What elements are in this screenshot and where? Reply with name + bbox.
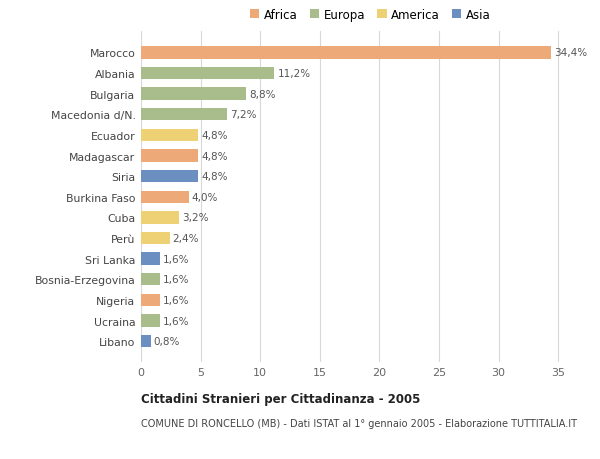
Text: 8,8%: 8,8% xyxy=(249,90,275,100)
Text: COMUNE DI RONCELLO (MB) - Dati ISTAT al 1° gennaio 2005 - Elaborazione TUTTITALI: COMUNE DI RONCELLO (MB) - Dati ISTAT al … xyxy=(141,418,577,428)
Bar xyxy=(141,274,160,286)
Bar xyxy=(141,68,274,80)
Bar xyxy=(141,335,151,347)
Text: 1,6%: 1,6% xyxy=(163,316,190,326)
Bar xyxy=(141,315,160,327)
Text: 1,6%: 1,6% xyxy=(163,295,190,305)
Text: Cittadini Stranieri per Cittadinanza - 2005: Cittadini Stranieri per Cittadinanza - 2… xyxy=(141,392,421,405)
Text: 34,4%: 34,4% xyxy=(554,48,587,58)
Text: 1,6%: 1,6% xyxy=(163,254,190,264)
Bar xyxy=(141,171,198,183)
Bar xyxy=(141,294,160,307)
Bar xyxy=(141,253,160,265)
Text: 1,6%: 1,6% xyxy=(163,274,190,285)
Text: 11,2%: 11,2% xyxy=(277,69,311,79)
Text: 4,8%: 4,8% xyxy=(201,131,227,140)
Bar xyxy=(141,129,198,142)
Bar xyxy=(141,109,227,121)
Legend: Africa, Europa, America, Asia: Africa, Europa, America, Asia xyxy=(247,5,494,25)
Bar xyxy=(141,150,198,162)
Text: 4,8%: 4,8% xyxy=(201,151,227,161)
Bar xyxy=(141,88,246,101)
Bar xyxy=(141,47,551,60)
Text: 3,2%: 3,2% xyxy=(182,213,209,223)
Text: 4,8%: 4,8% xyxy=(201,172,227,182)
Text: 0,8%: 0,8% xyxy=(154,336,180,347)
Bar xyxy=(141,232,170,245)
Bar xyxy=(141,191,188,203)
Text: 7,2%: 7,2% xyxy=(230,110,256,120)
Text: 2,4%: 2,4% xyxy=(173,234,199,244)
Bar xyxy=(141,212,179,224)
Text: 4,0%: 4,0% xyxy=(191,192,218,202)
